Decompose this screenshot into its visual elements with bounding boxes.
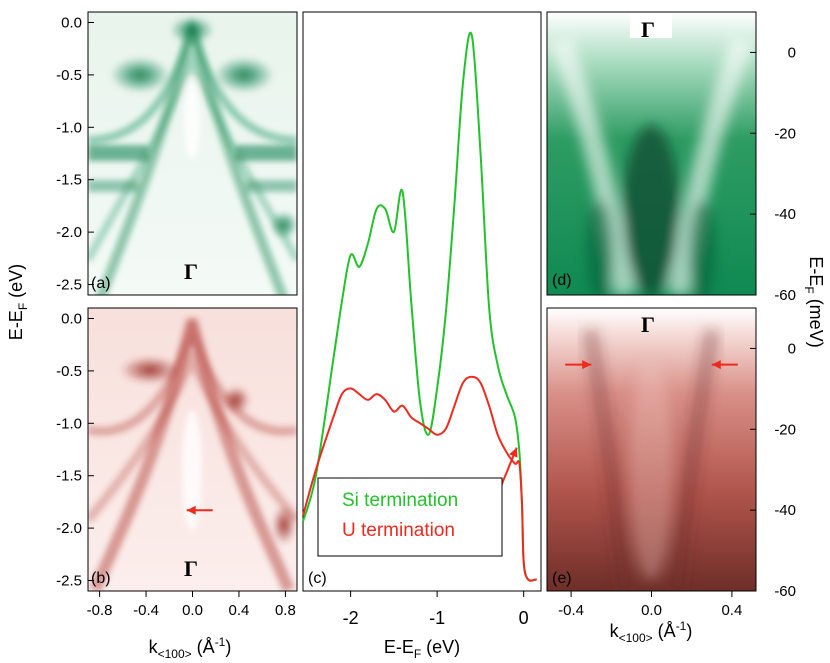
legend-si-termination: Si termination [342, 490, 458, 511]
y-tick-label: -2.0 [56, 224, 82, 241]
panel-e-y-ticks: 0 -20 -40 -60 [750, 340, 796, 600]
y-tick-label: 0 [788, 340, 796, 357]
y-tick-label: -1.0 [56, 415, 82, 432]
panel-a-bands [88, 16, 297, 295]
x-tick-label: -1 [429, 608, 445, 628]
x-tick-label: 0.4 [229, 602, 250, 619]
arrow-head [509, 447, 518, 458]
panel-b-red-arrow [186, 505, 213, 515]
y-tick-label: -40 [774, 206, 796, 223]
y-tick-label: -2.5 [56, 573, 82, 590]
x-tick-label: -0.4 [558, 602, 584, 619]
y-tick-label: -1.5 [56, 468, 82, 485]
right-y-axis-label: E-EF (meV) [802, 256, 826, 347]
panel-a-gamma-label: Γ [184, 259, 198, 284]
y-tick-label: -40 [774, 502, 796, 519]
y-tick-label: -1.5 [56, 172, 82, 189]
panel-b-label: (b) [91, 570, 111, 587]
u-termination-line [302, 375, 537, 582]
panel-d-label: (d) [552, 272, 572, 289]
panel-e-bands [582, 328, 720, 591]
panel-c-line-plot: -2 -1 0 (c) Si termination U termination E… [302, 11, 542, 661]
y-tick-label: -1.0 [56, 119, 82, 136]
y-tick-label: -2.5 [56, 277, 82, 294]
panel-c-x-axis-label: E-EF (eV) [384, 637, 460, 661]
panel-d-bands [549, 36, 754, 295]
y-tick-label: -20 [774, 125, 796, 142]
x-tick-label: 0.0 [641, 602, 662, 619]
x-tick-label: 0.4 [721, 602, 742, 619]
arrow-head [711, 360, 721, 370]
panel-b-y-ticks: 0.0 -0.5 -1.0 -1.5 -2.0 -2.5 [56, 310, 94, 590]
panel-d-arpes-image: Γ (d) 0 -20 -40 -60 [546, 11, 796, 304]
panel-b-x-axis-label: k<100> (Å-1) [149, 635, 232, 661]
panel-e-red-arrows [565, 360, 738, 370]
panel-a-arpes-image: (a) Γ 0.0 -0.5 -1.0 -1.5 -2.0 -2.5 [56, 11, 298, 296]
y-tick-label: -20 [774, 421, 796, 438]
panel-b-x-ticks: -0.8 -0.4 0.0 0.4 0.8 [87, 591, 296, 619]
panel-b-gamma-label: Γ [184, 556, 198, 581]
panel-c-series [302, 31, 537, 582]
arrow-head [582, 360, 592, 370]
x-tick-label: -0.8 [87, 602, 113, 619]
x-tick-label: -0.4 [133, 602, 159, 619]
arrow-head [186, 505, 196, 515]
panel-e-x-axis-label: k<100> (Å-1) [610, 619, 693, 645]
panel-a-label: (a) [91, 275, 111, 292]
y-tick-label: -60 [774, 583, 796, 600]
x-tick-label: 0.0 [182, 602, 203, 619]
panel-d-y-ticks: 0 -20 -40 -60 [750, 44, 796, 304]
panel-e-arpes-image: Γ (e) 0 -20 -40 -60 -0.4 0.0 0.4 [546, 307, 796, 619]
x-tick-label: -2 [343, 608, 359, 628]
panel-c-label: (c) [308, 570, 327, 587]
y-tick-label: -60 [774, 287, 796, 304]
panel-c-x-ticks: -2 -1 0 [343, 591, 529, 628]
x-tick-label: 0.8 [275, 602, 296, 619]
y-tick-label: 0.0 [61, 14, 82, 31]
panel-e-label: (e) [552, 570, 572, 587]
panel-b-arpes-image: (b) Γ 0.0 -0.5 -1.0 -1.5 -2.0 -2.5 -0.8 -0.4 0.… [56, 307, 298, 619]
panel-b-bands [88, 315, 297, 591]
y-tick-label: 0 [788, 44, 796, 61]
panel-e-gamma-label: Γ [641, 312, 655, 337]
y-tick-label: -0.5 [56, 67, 82, 84]
panel-a-y-ticks: 0.0 -0.5 -1.0 -1.5 -2.0 -2.5 [56, 14, 94, 294]
si-termination-line [302, 31, 537, 582]
x-tick-label: 0 [519, 608, 529, 628]
panel-e-x-ticks: -0.4 0.0 0.4 [558, 591, 742, 619]
y-tick-label: 0.0 [61, 310, 82, 327]
left-y-axis-label: E-EF (eV) [6, 264, 30, 340]
panel-d-gamma-label: Γ [641, 17, 655, 42]
y-tick-label: -2.0 [56, 520, 82, 537]
panel-c-legend [317, 477, 503, 557]
legend-u-termination: U termination [342, 520, 455, 541]
y-tick-label: -0.5 [56, 363, 82, 380]
